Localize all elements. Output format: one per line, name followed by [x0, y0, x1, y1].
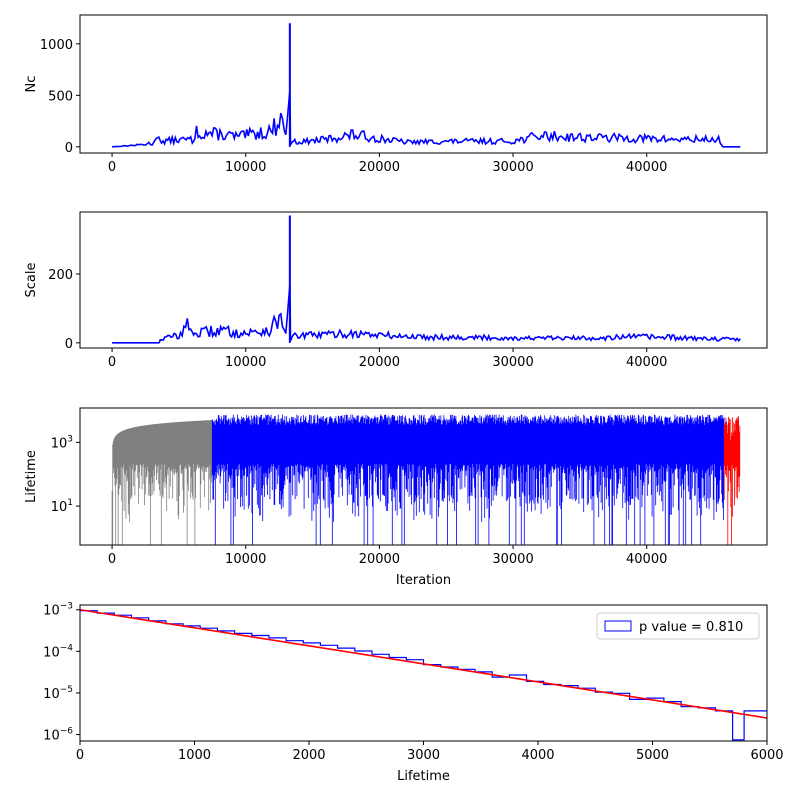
series-line: [112, 285, 741, 344]
lifetime-trace: [111, 420, 213, 545]
x-tick-label: 10000: [225, 160, 266, 175]
y-tick-label: 10−6: [43, 727, 73, 744]
y-tick-label: 0: [65, 337, 73, 352]
x-tick-label: 30000: [492, 160, 533, 175]
plot-frame: [79, 407, 768, 546]
x-tick-label: 10000: [225, 552, 266, 567]
x-tick-label: 5000: [636, 748, 669, 763]
y-axis-label: Lifetime: [24, 450, 39, 503]
x-tick-label: 0: [76, 748, 84, 763]
x-tick-label: 30000: [492, 355, 533, 370]
series-line: [112, 91, 741, 148]
x-tick-label: 0: [108, 160, 116, 175]
legend-box: [596, 612, 760, 640]
x-tick-label: 6000: [750, 748, 783, 763]
y-axis-label: Scale: [24, 263, 39, 298]
y-tick-label: 103: [51, 434, 73, 451]
x-tick-label: 4000: [521, 748, 554, 763]
y-tick-label: 1000: [40, 38, 73, 53]
x-tick-label: 0: [108, 552, 116, 567]
plot-frame: [79, 211, 768, 349]
y-axis-label: Nc: [24, 76, 39, 93]
y-tick-label: 500: [48, 89, 73, 104]
x-tick-label: 1000: [178, 748, 211, 763]
x-tick-label: 40000: [626, 552, 667, 567]
x-tick-label: 10000: [225, 355, 266, 370]
legend-swatch: [604, 620, 632, 632]
x-tick-label: 0: [108, 355, 116, 370]
x-axis-label: Lifetime: [397, 769, 450, 784]
x-tick-label: 30000: [492, 552, 533, 567]
lifetime-trace: [211, 414, 725, 545]
x-tick-label: 20000: [359, 552, 400, 567]
x-tick-label: 40000: [626, 355, 667, 370]
scale-panel: 0 10000 20000 30000 40000 0 200 Scale: [24, 211, 768, 370]
x-tick-label: 3000: [407, 748, 440, 763]
lifetime-panel: 0 10000 20000 30000 40000 101 103 Lifetime Itera…: [24, 407, 768, 588]
x-axis-label: Iteration: [396, 573, 451, 588]
legend-label: p value = 0.810: [639, 620, 743, 635]
y-tick-label: 200: [48, 268, 73, 283]
y-tick-label: 10−4: [43, 643, 73, 660]
y-tick-label: 0: [65, 141, 73, 156]
y-tick-label: 10−5: [43, 685, 73, 702]
x-tick-label: 40000: [626, 160, 667, 175]
x-tick-label: 20000: [359, 355, 400, 370]
x-tick-label: 20000: [359, 160, 400, 175]
fit-line: [80, 608, 767, 719]
x-tick-label: 2000: [292, 748, 325, 763]
lifetime-histogram-panel: 0 1000 2000 3000 4000 5000 6000 10−6 10−5 10−4 10−…: [43, 602, 783, 784]
plot-frame: [79, 14, 768, 154]
y-tick-label: 10−3: [43, 602, 73, 619]
nc-panel: 0 10000 20000 30000 40000 0 500 1000 Nc: [24, 14, 768, 175]
lifetime-trace: [723, 416, 741, 545]
y-tick-label: 101: [51, 498, 73, 515]
